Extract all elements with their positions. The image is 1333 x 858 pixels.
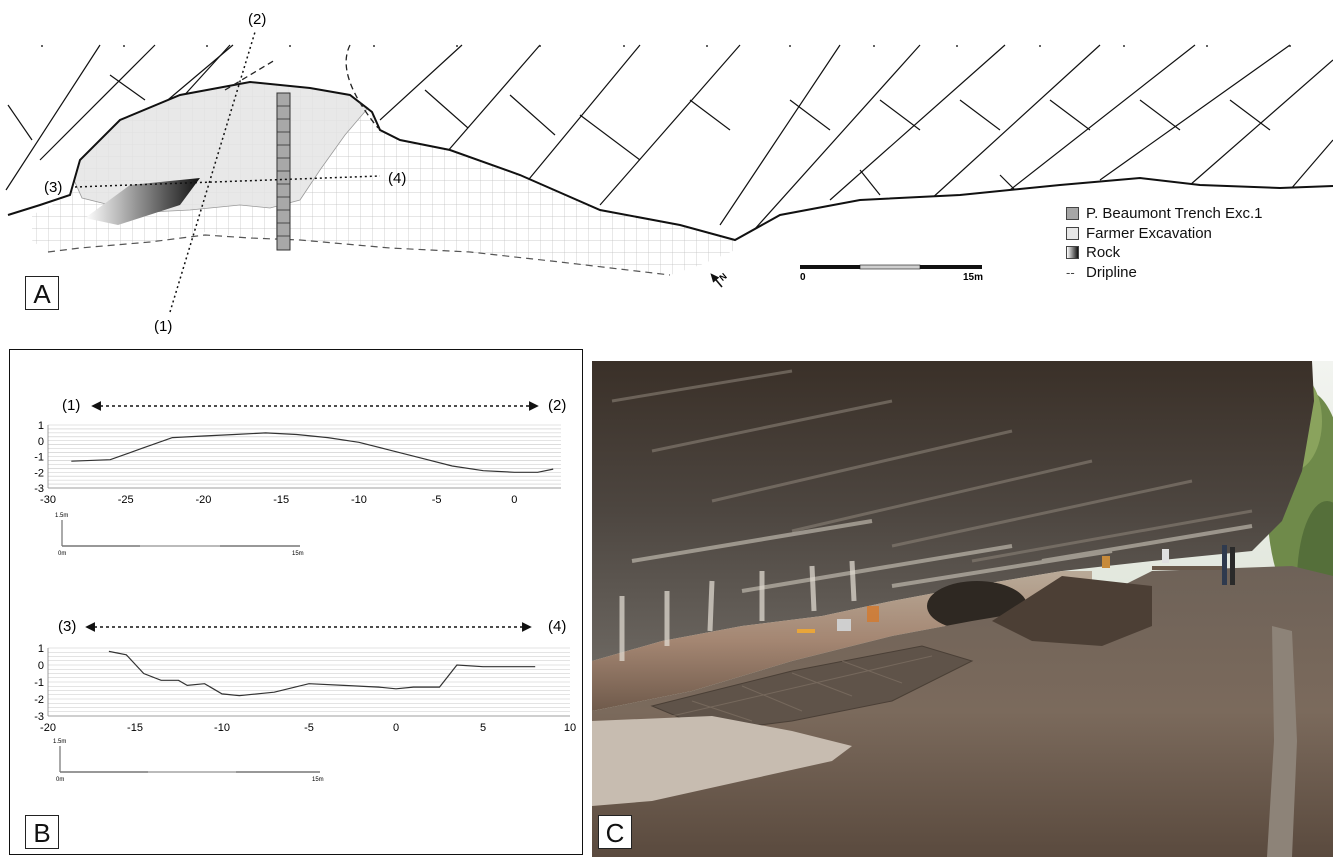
- legend-item-trench: P. Beaumont Trench Exc.1: [1066, 204, 1263, 224]
- farmer-swatch: [1066, 226, 1079, 240]
- svg-text:N: N: [717, 271, 728, 283]
- legend-label-dripline: Dripline: [1086, 263, 1137, 281]
- x-tick-label: -5: [432, 494, 442, 506]
- y-tick-label: -1: [34, 677, 44, 689]
- x-tick-label: 0: [511, 494, 517, 506]
- trench: [276, 92, 291, 251]
- svg-text:1.5m: 1.5m: [53, 739, 66, 745]
- cave-photograph: C: [592, 361, 1333, 857]
- cave-outline: [7, 80, 1333, 242]
- profile-bottom-grid: [47, 647, 570, 717]
- x-tick-label: -20: [196, 494, 212, 506]
- top-tick-marks: [41, 45, 1291, 47]
- wall-white-marks: [619, 560, 857, 661]
- panel-label-b: B: [25, 815, 59, 849]
- legend-label-rock: Rock: [1086, 244, 1121, 261]
- profile-top: (1) (2) 1 0 -1 -2 -3 -30 -25 -20 -15 -10 -5 0 1.5m…: [34, 397, 566, 557]
- x-tick-label: -15: [127, 722, 143, 734]
- profile-bottom-x-ticks: -20 -15 -10 -5 0 5 10: [40, 722, 576, 734]
- svg-text:15m: 15m: [312, 777, 324, 783]
- legend: P. Beaumont Trench Exc.1 Farmer Excavati…: [1066, 204, 1263, 282]
- profile-top-x-ticks: -30 -25 -20 -15 -10 -5 0: [40, 494, 517, 506]
- profile-bottom: (3) (4) 10-1-2-3 -20 -15 -10 -5 0 5 10 1.5m 0m…: [34, 618, 576, 783]
- y-tick-label: 0: [38, 660, 44, 672]
- x-tick-label: -15: [273, 494, 289, 506]
- profile-sections-panel: (1) (2) 1 0 -1 -2 -3 -30 -25 -20 -15 -10 -5 0 1.5m…: [9, 349, 583, 855]
- svg-text:15m: 15m: [292, 551, 304, 557]
- rock-streaks: [611, 369, 1253, 563]
- x-tick-label: -5: [304, 722, 314, 734]
- rock: [85, 178, 200, 225]
- y-tick-label: -2: [34, 467, 44, 479]
- x-tick-label: 0: [393, 722, 399, 734]
- profile-bottom-from: (3): [58, 618, 76, 635]
- y-tick-label: -1: [34, 452, 44, 464]
- pit-grid: [671, 655, 933, 722]
- svg-text:0m: 0m: [58, 551, 66, 557]
- profile-top-line: [71, 432, 554, 473]
- panel-label-a: A: [25, 276, 59, 310]
- marker-2: (2): [248, 11, 266, 28]
- y-tick-label: -3: [34, 711, 44, 723]
- legend-item-farmer: Farmer Excavation: [1066, 224, 1263, 244]
- y-tick-label: 0: [38, 436, 44, 448]
- profile-bottom-to: (4): [548, 618, 566, 635]
- legend-item-dripline: -- Dripline: [1066, 263, 1263, 283]
- marker-1: (1): [154, 318, 172, 335]
- svg-text:1.5m: 1.5m: [55, 513, 68, 519]
- white-streaks: [631, 519, 1253, 593]
- marker-4: (4): [388, 170, 406, 187]
- spoil-heap: [992, 576, 1152, 646]
- profile-bottom-scale: 1.5m 0m 15m: [53, 739, 324, 783]
- profile-top-scale: 1.5m 0m 15m: [55, 513, 304, 557]
- stone-wall: [1267, 626, 1297, 857]
- svg-text:0m: 0m: [56, 777, 64, 783]
- profile-top-y-ticks: 1 0 -1 -2 -3: [34, 420, 44, 495]
- section-line-3-4: [74, 175, 381, 188]
- dripline: [47, 234, 671, 276]
- profiles-svg: (1) (2) 10-1-2-3 -30 -25 -20 -15 -10 -5 0 1.5m…: [34, 397, 576, 783]
- rock-swatch: [1066, 246, 1079, 260]
- x-tick-label: -10: [351, 494, 367, 506]
- trench-swatch: [1066, 207, 1079, 221]
- x-tick-label: 10: [564, 722, 576, 734]
- x-tick-label: -30: [40, 494, 56, 506]
- profile-bottom-y-ticks: 1 0 -1 -2 -3: [34, 643, 44, 723]
- dripline-swatch: --: [1066, 264, 1075, 280]
- site-plan-map: (2) (1) (3) (4) 0 15m N: [0, 11, 1333, 345]
- legend-label-farmer: Farmer Excavation: [1086, 224, 1212, 242]
- section-line-1-2: [169, 31, 256, 313]
- equipment: [797, 545, 1235, 633]
- profile-top-to: (2): [548, 397, 566, 414]
- scale-end: 15m: [963, 272, 983, 283]
- y-tick-label: -2: [34, 694, 44, 706]
- cave-floor: [592, 566, 1333, 857]
- legend-label-trench: P. Beaumont Trench Exc.1: [1086, 205, 1263, 222]
- x-tick-label: -10: [214, 722, 230, 734]
- x-tick-label: -25: [118, 494, 134, 506]
- north-arrow-icon: N: [710, 271, 729, 288]
- x-tick-label: -20: [40, 722, 56, 734]
- x-tick-label: 5: [480, 722, 486, 734]
- profile-top-grid: [47, 424, 561, 489]
- legend-item-rock: Rock: [1066, 243, 1263, 263]
- scale-bar: 0 15m: [800, 264, 983, 283]
- profile-bottom-line: [108, 650, 536, 697]
- rock-slab: [592, 716, 852, 806]
- profile-top-from: (1): [62, 397, 80, 414]
- bedrock-hatching: [5, 44, 1333, 241]
- y-tick-label: -3: [34, 483, 44, 495]
- y-tick-label: 1: [38, 420, 44, 432]
- marker-3: (3): [44, 179, 62, 196]
- photo-svg: [592, 361, 1333, 857]
- panel-label-c: C: [598, 815, 632, 849]
- scale-start: 0: [800, 272, 806, 283]
- y-tick-label: 1: [38, 643, 44, 655]
